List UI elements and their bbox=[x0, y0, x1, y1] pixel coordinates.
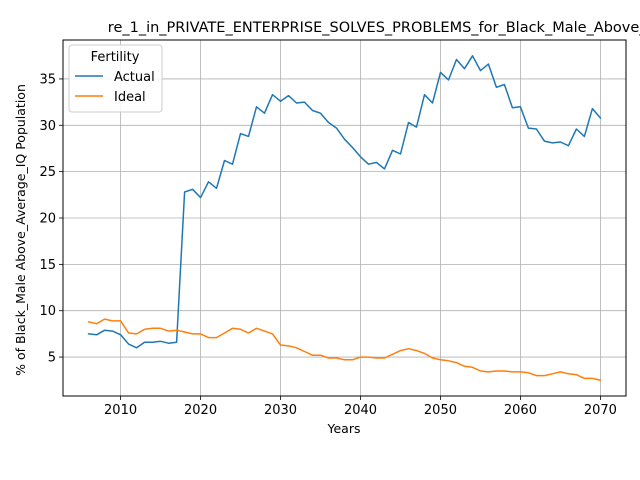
y-tick-label: 15 bbox=[39, 258, 56, 273]
x-tick-label: 2020 bbox=[184, 403, 217, 418]
x-axis-label: Years bbox=[327, 421, 361, 436]
series-layer bbox=[87, 55, 602, 382]
legend-label-actual: Actual bbox=[114, 70, 155, 85]
y-tick-label: 30 bbox=[39, 119, 56, 134]
series-line-actual bbox=[87, 55, 602, 349]
x-tick-label: 2040 bbox=[344, 403, 377, 418]
grid-layer bbox=[63, 40, 626, 396]
y-tick-label: 20 bbox=[39, 212, 56, 227]
x-tick-label: 2060 bbox=[504, 403, 537, 418]
x-tick-label: 2050 bbox=[424, 403, 457, 418]
y-tick-label: 10 bbox=[39, 304, 56, 319]
tick-layer: 2010 2020 2030 2040 2050 2060 2070 5 10 15 20 25 30 3… bbox=[39, 72, 617, 418]
x-tick-label: 2070 bbox=[584, 403, 617, 418]
legend-title: Fertility bbox=[91, 50, 140, 65]
chart-title: re_1_in_PRIVATE_ENTERPRISE_SOLVES_PROBLE… bbox=[108, 20, 640, 36]
series-line-ideal bbox=[87, 318, 602, 382]
x-tick-label: 2010 bbox=[104, 403, 137, 418]
y-axis-label: % of Black_Male Above_Average_IQ Populat… bbox=[13, 84, 28, 376]
legend-label-ideal: Ideal bbox=[114, 90, 146, 105]
x-tick-label: 2030 bbox=[264, 403, 297, 418]
y-tick-label: 25 bbox=[39, 165, 56, 180]
y-tick-label: 5 bbox=[48, 351, 56, 366]
y-tick-label: 35 bbox=[39, 72, 56, 87]
legend: Fertility Actual Ideal bbox=[68, 44, 163, 113]
